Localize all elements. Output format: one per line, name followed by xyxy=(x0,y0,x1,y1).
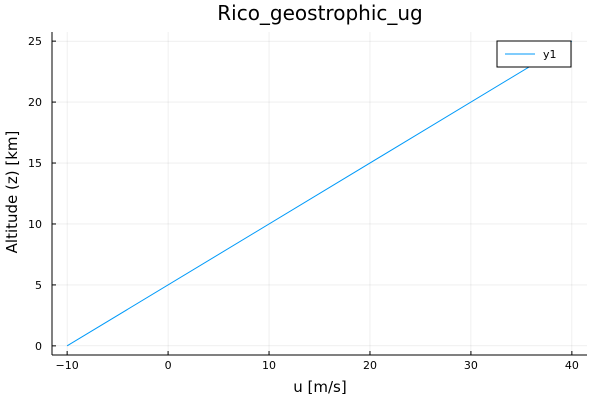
x-tick-label: 40 xyxy=(565,359,579,372)
x-axis-label: u [m/s] xyxy=(293,378,346,396)
legend: y1 xyxy=(496,40,572,68)
x-tick-label: 10 xyxy=(262,359,276,372)
series-line-y1 xyxy=(66,40,573,347)
y-tick-label: 5 xyxy=(35,279,42,292)
y-axis-ticks: 0 5 10 15 20 25 xyxy=(28,35,56,353)
y-axis-label: Altitude (z) [km] xyxy=(3,131,21,254)
chart-title: Rico_geostrophic_ug xyxy=(217,1,423,25)
y-tick-label: 10 xyxy=(28,218,42,231)
x-grid xyxy=(66,32,573,355)
x-tick-label: −10 xyxy=(56,359,79,372)
y-tick-label: 15 xyxy=(28,157,42,170)
x-axis-ticks: −10 0 10 20 30 40 xyxy=(56,351,579,372)
x-tick-label: 0 xyxy=(165,359,172,372)
x-tick-label: 30 xyxy=(464,359,478,372)
series-layer xyxy=(66,40,573,347)
y-tick-label: 25 xyxy=(28,35,42,48)
legend-label-y1: y1 xyxy=(543,48,557,61)
y-tick-label: 0 xyxy=(35,340,42,353)
x-tick-label: 20 xyxy=(363,359,377,372)
y-tick-label: 20 xyxy=(28,96,42,109)
